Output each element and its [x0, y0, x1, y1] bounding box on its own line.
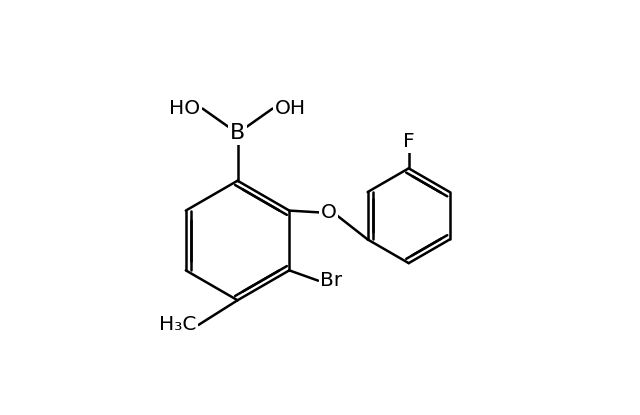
Text: H₃C: H₃C — [159, 315, 196, 334]
Text: B: B — [230, 123, 245, 143]
Text: OH: OH — [275, 99, 306, 118]
Text: Br: Br — [320, 271, 342, 290]
Text: O: O — [321, 203, 337, 222]
Text: F: F — [403, 132, 415, 151]
Text: HO: HO — [170, 99, 200, 118]
